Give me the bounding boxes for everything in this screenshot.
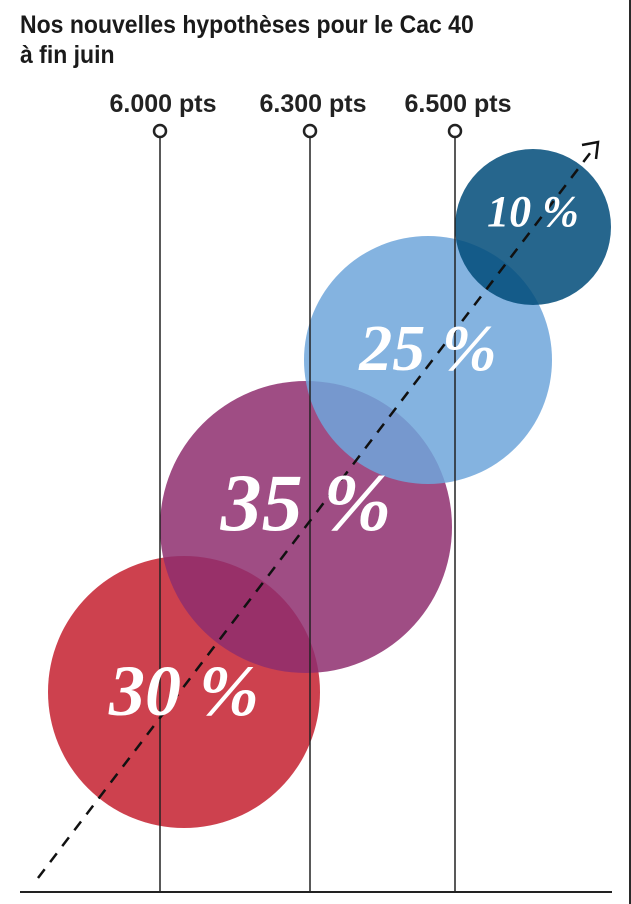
chart-title-line-1: Nos nouvelles hypothèses pour le Cac 40 [20, 11, 474, 39]
chart-title: Nos nouvelles hypothèses pour le Cac 40 … [20, 10, 572, 70]
level-label-1: 6.000 pts [109, 90, 216, 118]
bubble-label-2: 35 % [220, 457, 392, 548]
bubble-label-1: 30 % [108, 651, 259, 731]
bubble-label-3: 25 % [358, 312, 496, 385]
level-marker-2 [302, 123, 318, 139]
bubble-label-4: 10 % [487, 187, 579, 236]
level-marker-1 [152, 123, 168, 139]
level-marker-3 [447, 123, 463, 139]
trend-arrow-head [581, 140, 600, 160]
bubble-3 [304, 236, 552, 484]
level-label-2: 6.300 pts [259, 90, 366, 118]
bubble-4 [455, 149, 611, 305]
level-label-3: 6.500 pts [404, 90, 511, 118]
trend-arrow [37, 147, 595, 879]
right-border [629, 0, 631, 904]
chart-title-line-2: à fin juin [20, 41, 115, 69]
